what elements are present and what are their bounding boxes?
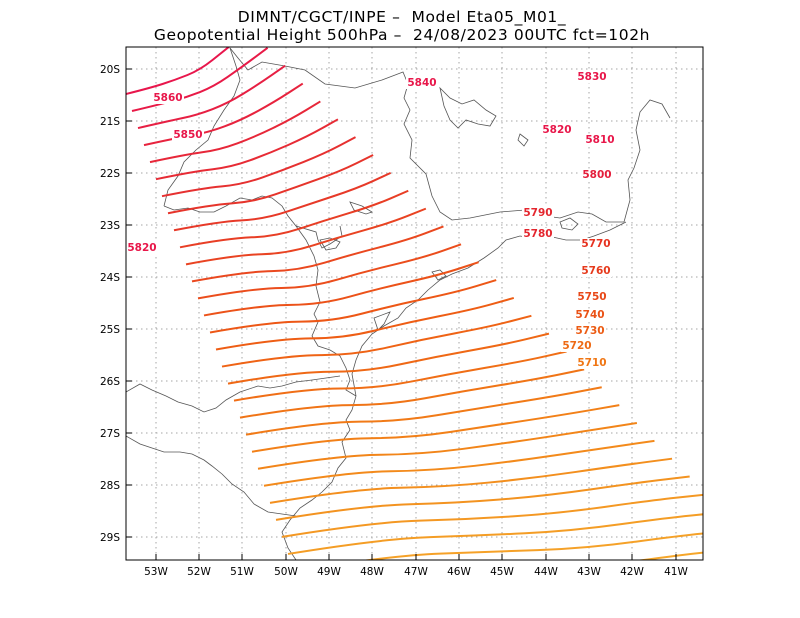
lat-lon-grid [126,47,703,560]
height-contour-line [161,136,356,198]
map-title-line-2: Geopotential Height 500hPa – 24/08/2023 … [153,26,651,44]
contour-label: 5790 [523,207,552,219]
height-contour-line [245,386,602,436]
contour-label: 5740 [575,309,604,321]
contour-label-background [406,77,438,89]
contour-label: 5800 [582,169,611,181]
contour-label-background [574,325,606,337]
contour-label-background [126,242,158,254]
map-title-line-1: DIMNT/CGCT/INPE – Model Eta05_M01_ [237,8,567,26]
height-contours [126,47,703,560]
contour-label-background [574,309,606,321]
height-contour-line [361,532,703,560]
lat-tick-label: 23S [100,220,120,232]
height-contour-line [221,314,532,368]
height-contour-line [137,64,286,130]
contour-label: 5820 [542,124,571,136]
height-contour-line [635,551,703,560]
lat-tick-label: 21S [100,116,120,128]
height-contour-line [263,439,655,487]
lon-tick-label: 44W [534,566,558,578]
lat-tick-label: 27S [100,428,120,440]
height-contour-line [197,243,462,300]
height-contour-line [269,457,673,504]
contour-label: 5750 [577,291,606,303]
contour-label: 5730 [575,325,604,337]
lat-tick-label: 20S [100,64,120,76]
contour-label-background [576,291,608,303]
lon-tick-label: 47W [404,566,428,578]
contour-label-background [561,340,593,352]
height-contour-line [155,118,339,181]
axis-tick-marks [126,68,677,560]
contour-label-background [576,71,608,83]
lon-tick-label: 50W [274,566,298,578]
contour-label: 5820 [127,242,156,254]
contour-label: 5720 [562,340,591,352]
contour-label: 5770 [581,238,610,250]
height-contour-line [173,171,392,232]
height-contour-line [275,475,690,521]
lon-tick-label: 43W [577,566,601,578]
coastline-borders [126,47,671,560]
height-contour-line [233,350,567,402]
contour-labels: 5860 5850 5840 5830 5820 5820 5810 5800 5790 5780… [126,71,616,369]
contour-label-background [576,357,608,369]
latitude-labels: 20S 21S 22S 23S 24S 25S 26S 27S 28S 29S [100,64,120,544]
contour-label-background [152,92,184,104]
lat-tick-label: 24S [100,272,120,284]
height-contour-line [287,513,703,555]
map-frame [125,46,704,561]
lat-tick-label: 25S [100,324,120,336]
height-contour-line [239,368,585,419]
height-contour-line [167,154,374,215]
contour-label-background [581,169,613,181]
lon-tick-label: 52W [187,566,211,578]
contour-label: 5850 [173,129,202,141]
height-contour-line [179,189,409,249]
lon-tick-label: 51W [230,566,254,578]
lon-tick-label: 53W [144,566,168,578]
contour-label: 5710 [577,357,606,369]
height-contour-line [227,332,550,385]
contour-label: 5860 [153,92,182,104]
height-contour-line [281,493,703,538]
contour-label-background [522,207,554,219]
lon-tick-label: 45W [490,566,514,578]
height-contour-line [209,279,497,334]
lat-tick-label: 22S [100,168,120,180]
lon-tick-label: 46W [447,566,471,578]
contour-label: 5760 [581,265,610,277]
lon-tick-label: 48W [360,566,384,578]
contour-label: 5810 [585,134,614,146]
height-contour-line [203,261,479,317]
lon-tick-label: 49W [317,566,341,578]
contour-label-background [522,228,554,240]
contour-label-background [584,134,616,146]
contour-label-background [580,265,612,277]
height-contour-line [126,47,231,95]
longitude-labels: 53W 52W 51W 50W 49W 48W 47W 46W 45W 44W … [144,566,688,578]
lat-tick-label: 26S [100,376,120,388]
contour-label-background [580,238,612,250]
contour-label: 5780 [523,228,552,240]
height-contour-line [215,296,515,351]
contour-label: 5840 [407,77,436,89]
lon-tick-label: 41W [664,566,688,578]
contour-label: 5830 [577,71,606,83]
lat-tick-label: 29S [100,532,120,544]
height-contour-line [257,421,638,470]
height-contour-line [185,207,427,266]
contour-label-background [541,124,573,136]
height-contour-line [149,100,321,164]
lon-tick-label: 42W [620,566,644,578]
height-contour-line [191,225,444,283]
lat-tick-label: 28S [100,480,120,492]
contour-label-background [172,129,204,141]
height-contour-line [251,404,620,453]
